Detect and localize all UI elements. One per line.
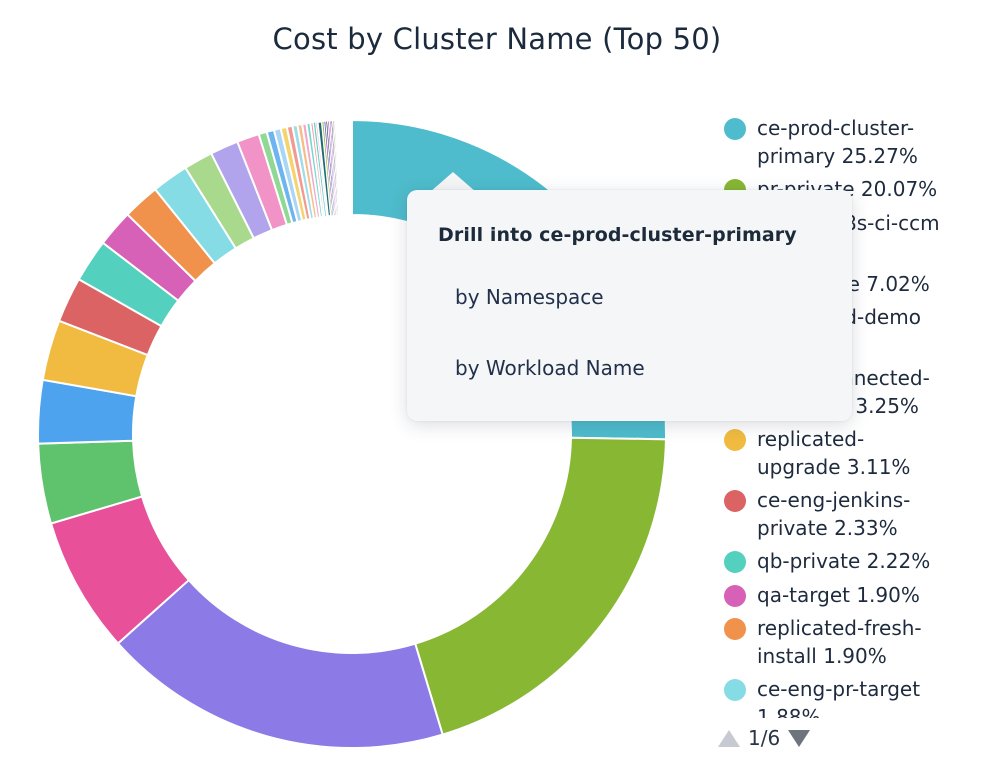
legend-label: ce-eng-pr-target 1.88% (757, 677, 921, 718)
legend-page-up-icon[interactable] (718, 729, 740, 747)
legend-dot-icon (724, 584, 746, 607)
legend-label: replicated-upgrade 3.11% (757, 427, 911, 479)
legend-dot-icon (724, 618, 746, 640)
popover-caret-icon (430, 172, 476, 192)
legend-dot-icon (724, 429, 746, 451)
legend-item-qb-private[interactable]: qb-private 2.22% (724, 548, 948, 576)
legend-dot-icon (724, 490, 746, 512)
legend-dot-icon (724, 679, 746, 701)
legend-label: qa-target 1.90% (757, 582, 920, 607)
donut-slice-ce-eng-k8s-ci-ccm[interactable] (116, 578, 444, 749)
legend-label: qb-private 2.22% (757, 549, 931, 573)
legend-page-indicator: 1/6 (748, 726, 781, 750)
legend-item-ce-eng-pr-target[interactable]: ce-eng-pr-target 1.88% (724, 676, 948, 718)
legend-item-replicated-upgrade[interactable]: replicated-upgrade 3.11% (724, 426, 948, 481)
legend-dot-icon (724, 551, 746, 573)
legend-label: ce-eng-jenkins-private 2.33% (757, 488, 911, 540)
popover-body: Drill into ce-prod-cluster-primary by Na… (407, 190, 852, 421)
legend-item-replicated-fresh-install[interactable]: replicated-fresh-install 1.90% (724, 615, 948, 670)
page-title: Cost by Cluster Name (Top 50) (272, 22, 722, 56)
legend-pagination: 1/6 (718, 726, 811, 750)
legend-page-down-icon[interactable] (788, 729, 811, 747)
legend-label: ce-prod-cluster-primary 25.27% (757, 116, 918, 168)
donut-slice-pr-private[interactable] (413, 436, 667, 736)
donut-slice[interactable] (335, 119, 342, 216)
legend-label: replicated-fresh-install 1.90% (757, 616, 922, 668)
drill-by-workload-name-option[interactable]: by Workload Name (455, 356, 645, 380)
legend-item-ce-eng-jenkins-private[interactable]: ce-eng-jenkins-private 2.33% (724, 487, 948, 542)
legend-dot-icon (724, 118, 746, 140)
popover-title: Drill into ce-prod-cluster-primary (438, 224, 797, 246)
chart-legend: ce-prod-cluster-primary 25.27% pr-private… (724, 115, 948, 718)
drill-by-namespace-option[interactable]: by Namespace (455, 285, 604, 309)
legend-item-ce-prod-cluster-primary[interactable]: ce-prod-cluster-primary 25.27% (724, 115, 948, 170)
legend-item-qa-target[interactable]: qa-target 1.90% (724, 582, 948, 610)
